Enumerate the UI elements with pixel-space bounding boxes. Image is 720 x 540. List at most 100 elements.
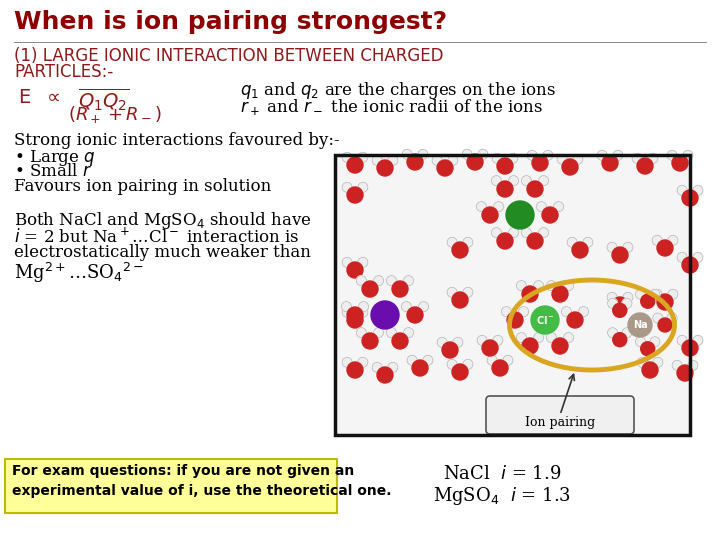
- Circle shape: [554, 201, 564, 212]
- Circle shape: [652, 235, 662, 245]
- Circle shape: [374, 328, 384, 338]
- Circle shape: [342, 307, 352, 318]
- Circle shape: [677, 335, 687, 346]
- Circle shape: [567, 312, 583, 328]
- Circle shape: [521, 228, 531, 238]
- Circle shape: [623, 242, 633, 252]
- Circle shape: [377, 367, 393, 383]
- Circle shape: [579, 307, 589, 316]
- Circle shape: [508, 153, 518, 163]
- Circle shape: [522, 338, 538, 354]
- Circle shape: [628, 313, 652, 337]
- Circle shape: [377, 160, 393, 176]
- Circle shape: [522, 286, 538, 302]
- Circle shape: [521, 176, 531, 186]
- Circle shape: [358, 307, 368, 318]
- Circle shape: [358, 183, 368, 192]
- Circle shape: [501, 307, 511, 316]
- Circle shape: [463, 238, 473, 247]
- Text: For exam questions: if you are not given an
experimental value of i, use the the: For exam questions: if you are not given…: [12, 464, 392, 497]
- Circle shape: [407, 154, 423, 170]
- Circle shape: [412, 360, 428, 376]
- Circle shape: [347, 157, 363, 173]
- Circle shape: [371, 301, 399, 329]
- Circle shape: [622, 328, 632, 338]
- Circle shape: [448, 156, 458, 165]
- Circle shape: [637, 357, 647, 367]
- Circle shape: [527, 181, 543, 197]
- Circle shape: [564, 281, 574, 291]
- Circle shape: [347, 187, 363, 203]
- Circle shape: [532, 155, 548, 171]
- Circle shape: [667, 150, 677, 160]
- Circle shape: [407, 307, 423, 323]
- Circle shape: [683, 150, 693, 160]
- Circle shape: [342, 258, 352, 267]
- Circle shape: [453, 338, 463, 347]
- Circle shape: [362, 333, 378, 349]
- Circle shape: [613, 303, 627, 318]
- Circle shape: [567, 238, 577, 247]
- Circle shape: [407, 355, 417, 366]
- Text: E  $\propto$: E $\propto$: [18, 88, 60, 107]
- Circle shape: [534, 281, 544, 291]
- FancyBboxPatch shape: [486, 396, 634, 434]
- Circle shape: [677, 185, 687, 195]
- Circle shape: [682, 257, 698, 273]
- Circle shape: [358, 258, 368, 267]
- Circle shape: [534, 333, 544, 342]
- Circle shape: [347, 362, 363, 378]
- Circle shape: [423, 355, 433, 366]
- Circle shape: [342, 357, 352, 367]
- Circle shape: [648, 153, 658, 163]
- Text: $i$ = 2 but Na$^+$…Cl$^-$ interaction is: $i$ = 2 but Na$^+$…Cl$^-$ interaction is: [14, 227, 300, 246]
- Circle shape: [404, 328, 413, 338]
- Circle shape: [497, 158, 513, 174]
- Circle shape: [401, 302, 411, 312]
- Circle shape: [552, 338, 568, 354]
- Circle shape: [432, 156, 442, 165]
- Text: • Large $q$: • Large $q$: [14, 148, 96, 168]
- Circle shape: [372, 362, 382, 373]
- Circle shape: [516, 281, 526, 291]
- Circle shape: [356, 275, 366, 286]
- Circle shape: [667, 313, 678, 323]
- Text: Both NaCl and MgSO$_4$ should have: Both NaCl and MgSO$_4$ should have: [14, 210, 312, 231]
- Circle shape: [387, 328, 397, 338]
- Circle shape: [447, 238, 457, 247]
- Circle shape: [557, 154, 567, 164]
- Circle shape: [493, 335, 503, 346]
- Circle shape: [402, 150, 412, 159]
- Circle shape: [387, 275, 397, 286]
- Circle shape: [503, 355, 513, 366]
- Circle shape: [347, 312, 363, 328]
- Circle shape: [668, 235, 678, 245]
- Circle shape: [677, 252, 687, 262]
- Circle shape: [650, 289, 660, 299]
- Text: $(R_+ + R_-)$: $(R_+ + R_-)$: [68, 104, 161, 125]
- Circle shape: [418, 302, 428, 312]
- Circle shape: [650, 337, 660, 347]
- Text: NaCl  $i$ = 1.9: NaCl $i$ = 1.9: [444, 465, 562, 483]
- Circle shape: [641, 342, 654, 356]
- Circle shape: [688, 360, 698, 370]
- Circle shape: [607, 242, 617, 252]
- Circle shape: [652, 289, 662, 299]
- Circle shape: [404, 275, 413, 286]
- Circle shape: [657, 240, 673, 256]
- Circle shape: [677, 365, 693, 381]
- Circle shape: [452, 242, 468, 258]
- Circle shape: [452, 364, 468, 380]
- Circle shape: [497, 181, 513, 197]
- Circle shape: [341, 302, 351, 312]
- Text: $r_+$ and $r_-$ the ionic radii of the ions: $r_+$ and $r_-$ the ionic radii of the i…: [240, 97, 543, 117]
- FancyBboxPatch shape: [5, 459, 337, 513]
- Circle shape: [437, 160, 453, 176]
- Circle shape: [623, 292, 633, 302]
- Circle shape: [482, 207, 498, 223]
- Circle shape: [342, 152, 352, 163]
- Text: Strong ionic interactions favoured by:-: Strong ionic interactions favoured by:-: [14, 132, 340, 149]
- Circle shape: [518, 307, 528, 316]
- Circle shape: [342, 183, 352, 192]
- Circle shape: [492, 153, 502, 163]
